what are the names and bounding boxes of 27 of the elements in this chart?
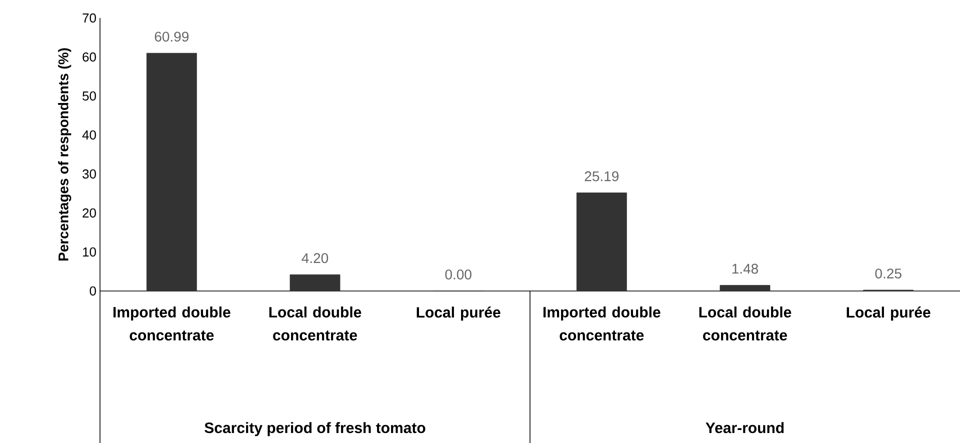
y-tick-label: 0 (90, 286, 96, 296)
y-axis-title: Percentages of respondents (%) (58, 48, 72, 261)
y-tick-label: 20 (82, 208, 96, 218)
data-label: 4.20 (302, 253, 328, 264)
data-label: 0.25 (875, 268, 902, 278)
x-tick-label: Imported double concentrate (544, 306, 660, 341)
x-tick-label: Imported double concentrate (114, 306, 230, 341)
bar (720, 285, 770, 292)
y-tick-label: 70 (82, 13, 96, 23)
data-label: 25.19 (584, 171, 619, 182)
x-tick-label: Local double concentrate (699, 306, 792, 341)
bar (290, 274, 340, 292)
data-label: 60.99 (154, 32, 189, 42)
y-tick-label: 30 (82, 169, 96, 179)
y-tick-label: 60 (82, 52, 96, 62)
data-label: 0.00 (445, 270, 472, 280)
text: Scarcity period of fresh tomato (204, 422, 426, 436)
text: Year-round (706, 422, 784, 434)
y-tick-label: 40 (82, 130, 96, 140)
x-tick-label: Local double concentrate (269, 306, 362, 341)
y-tick-label: 10 (83, 247, 96, 257)
bar (146, 52, 197, 292)
bar (576, 192, 627, 292)
x-tick-label: Local purée (846, 306, 930, 321)
data-label: 1.48 (732, 264, 758, 274)
y-tick-label: 50 (82, 91, 96, 101)
x-tick-label: Local purée (416, 306, 500, 321)
